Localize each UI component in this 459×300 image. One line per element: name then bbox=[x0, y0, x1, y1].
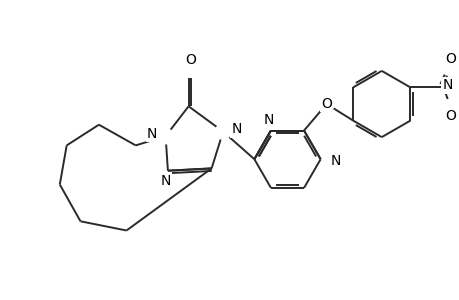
Text: N: N bbox=[330, 154, 341, 169]
Text: N: N bbox=[231, 122, 241, 136]
Text: O: O bbox=[185, 53, 196, 67]
Text: N: N bbox=[160, 174, 170, 188]
Text: N: N bbox=[146, 127, 157, 141]
Text: N: N bbox=[263, 113, 273, 128]
Text: O: O bbox=[444, 52, 455, 66]
Text: O: O bbox=[444, 109, 455, 123]
Text: O: O bbox=[320, 97, 331, 111]
Text: N: N bbox=[442, 78, 452, 92]
